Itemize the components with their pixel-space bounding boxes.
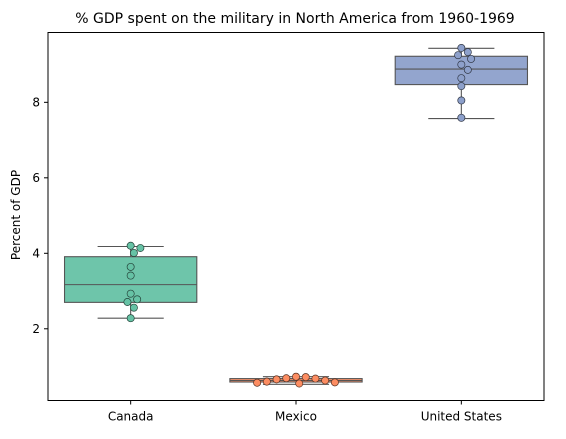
data-point (463, 65, 472, 74)
y-tick-label: 8 (32, 95, 40, 109)
data-point (292, 372, 300, 381)
data-point (311, 374, 320, 383)
data-point (457, 44, 466, 52)
data-point (262, 377, 271, 386)
data-point (129, 248, 138, 257)
data-point (126, 262, 135, 271)
data-point (136, 244, 145, 252)
data-point (457, 60, 466, 69)
data-point (133, 295, 142, 304)
plot-frame (47, 32, 545, 401)
data-point (253, 378, 262, 387)
x-tick-label: Mexico (275, 410, 317, 424)
data-point (454, 51, 463, 60)
y-tick-label: 4 (32, 246, 40, 260)
data-point (126, 314, 135, 323)
y-axis-label: Percent of GDP (9, 170, 23, 260)
data-point (272, 375, 281, 384)
chart-title: % GDP spent on the military in North Ame… (75, 11, 514, 27)
data-point (295, 379, 304, 388)
data-point (129, 303, 138, 312)
data-point (457, 96, 466, 105)
data-point (126, 241, 135, 250)
x-tick-label: United States (421, 410, 502, 424)
data-point (126, 271, 135, 280)
data-point (467, 54, 476, 63)
plot-area: 2 4 6 8 Canada Mexico United States (32, 44, 529, 424)
data-point (321, 376, 330, 385)
data-point (123, 298, 132, 306)
data-point (457, 74, 466, 83)
y-tick-label: 6 (32, 171, 40, 185)
data-point (457, 82, 466, 91)
y-tick-label: 2 (32, 322, 40, 336)
x-tick-label: Canada (108, 410, 154, 424)
data-point (126, 289, 135, 298)
data-point (330, 378, 339, 387)
data-point (282, 374, 291, 383)
data-point (463, 48, 472, 57)
data-point (457, 113, 466, 122)
data-point (301, 373, 310, 382)
